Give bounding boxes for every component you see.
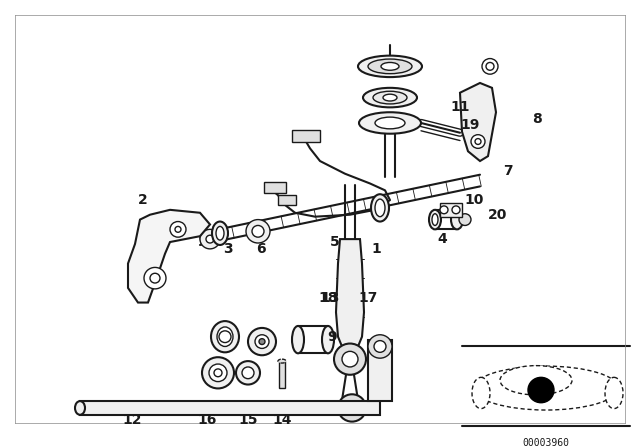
Circle shape xyxy=(338,394,366,422)
Ellipse shape xyxy=(451,210,463,229)
Circle shape xyxy=(236,361,260,384)
Text: 6: 6 xyxy=(256,242,266,256)
Circle shape xyxy=(440,206,448,214)
Circle shape xyxy=(259,339,265,345)
Circle shape xyxy=(255,335,269,349)
Circle shape xyxy=(175,226,181,232)
Circle shape xyxy=(471,135,485,148)
Text: 2: 2 xyxy=(138,193,148,207)
Text: 20: 20 xyxy=(488,208,508,222)
Ellipse shape xyxy=(371,194,389,222)
Ellipse shape xyxy=(373,91,407,104)
Text: 10: 10 xyxy=(464,193,484,207)
Circle shape xyxy=(150,273,160,283)
Ellipse shape xyxy=(217,327,233,346)
Circle shape xyxy=(482,59,498,74)
Bar xyxy=(292,130,320,142)
Ellipse shape xyxy=(605,377,623,409)
Circle shape xyxy=(342,351,358,367)
Polygon shape xyxy=(336,239,364,346)
Ellipse shape xyxy=(75,401,85,415)
Text: 7: 7 xyxy=(503,164,513,178)
Text: 11: 11 xyxy=(451,100,470,114)
Ellipse shape xyxy=(211,321,239,352)
Ellipse shape xyxy=(322,326,334,353)
Circle shape xyxy=(206,235,214,243)
Ellipse shape xyxy=(278,359,286,363)
Circle shape xyxy=(248,328,276,355)
Text: 8: 8 xyxy=(532,112,542,126)
Bar xyxy=(264,181,286,193)
Ellipse shape xyxy=(368,59,412,73)
Circle shape xyxy=(459,214,471,225)
Circle shape xyxy=(200,229,220,249)
Ellipse shape xyxy=(358,56,422,77)
Circle shape xyxy=(334,344,366,375)
Ellipse shape xyxy=(363,88,417,108)
Text: 16: 16 xyxy=(197,413,217,426)
Bar xyxy=(80,401,380,415)
Circle shape xyxy=(246,220,270,243)
Ellipse shape xyxy=(472,377,490,409)
Circle shape xyxy=(209,364,227,382)
Circle shape xyxy=(219,331,231,343)
Ellipse shape xyxy=(375,199,385,217)
Circle shape xyxy=(346,402,358,414)
Ellipse shape xyxy=(212,222,228,245)
Bar xyxy=(440,203,462,217)
Ellipse shape xyxy=(292,326,304,353)
Circle shape xyxy=(452,206,460,214)
Text: 9: 9 xyxy=(327,330,337,344)
Ellipse shape xyxy=(381,62,399,70)
Text: 4: 4 xyxy=(437,232,447,246)
Text: 19: 19 xyxy=(460,118,480,132)
Circle shape xyxy=(170,222,186,237)
Polygon shape xyxy=(460,83,496,161)
Ellipse shape xyxy=(500,366,572,395)
Bar xyxy=(278,195,296,205)
Text: 14: 14 xyxy=(272,413,292,426)
Text: 15: 15 xyxy=(238,413,258,426)
Circle shape xyxy=(368,335,392,358)
Circle shape xyxy=(475,138,481,144)
Circle shape xyxy=(374,340,386,352)
Text: 12: 12 xyxy=(122,413,141,426)
Text: 1: 1 xyxy=(371,242,381,256)
Ellipse shape xyxy=(474,366,618,410)
Text: 5: 5 xyxy=(330,235,340,249)
Circle shape xyxy=(252,225,264,237)
Circle shape xyxy=(144,267,166,289)
Bar xyxy=(279,361,285,388)
Text: 18: 18 xyxy=(318,291,338,305)
Text: 3: 3 xyxy=(223,242,233,256)
Polygon shape xyxy=(128,210,210,302)
Circle shape xyxy=(242,367,254,379)
Ellipse shape xyxy=(429,210,441,229)
Circle shape xyxy=(202,357,234,388)
Text: 00003960: 00003960 xyxy=(522,438,570,448)
Ellipse shape xyxy=(432,214,438,225)
Ellipse shape xyxy=(216,226,224,240)
Text: 13: 13 xyxy=(320,291,340,305)
Ellipse shape xyxy=(375,117,405,129)
Circle shape xyxy=(214,369,222,377)
Circle shape xyxy=(528,377,554,403)
Ellipse shape xyxy=(359,112,421,134)
Text: 17: 17 xyxy=(358,291,378,305)
Circle shape xyxy=(486,62,494,70)
Ellipse shape xyxy=(383,94,397,101)
Bar xyxy=(368,340,392,401)
